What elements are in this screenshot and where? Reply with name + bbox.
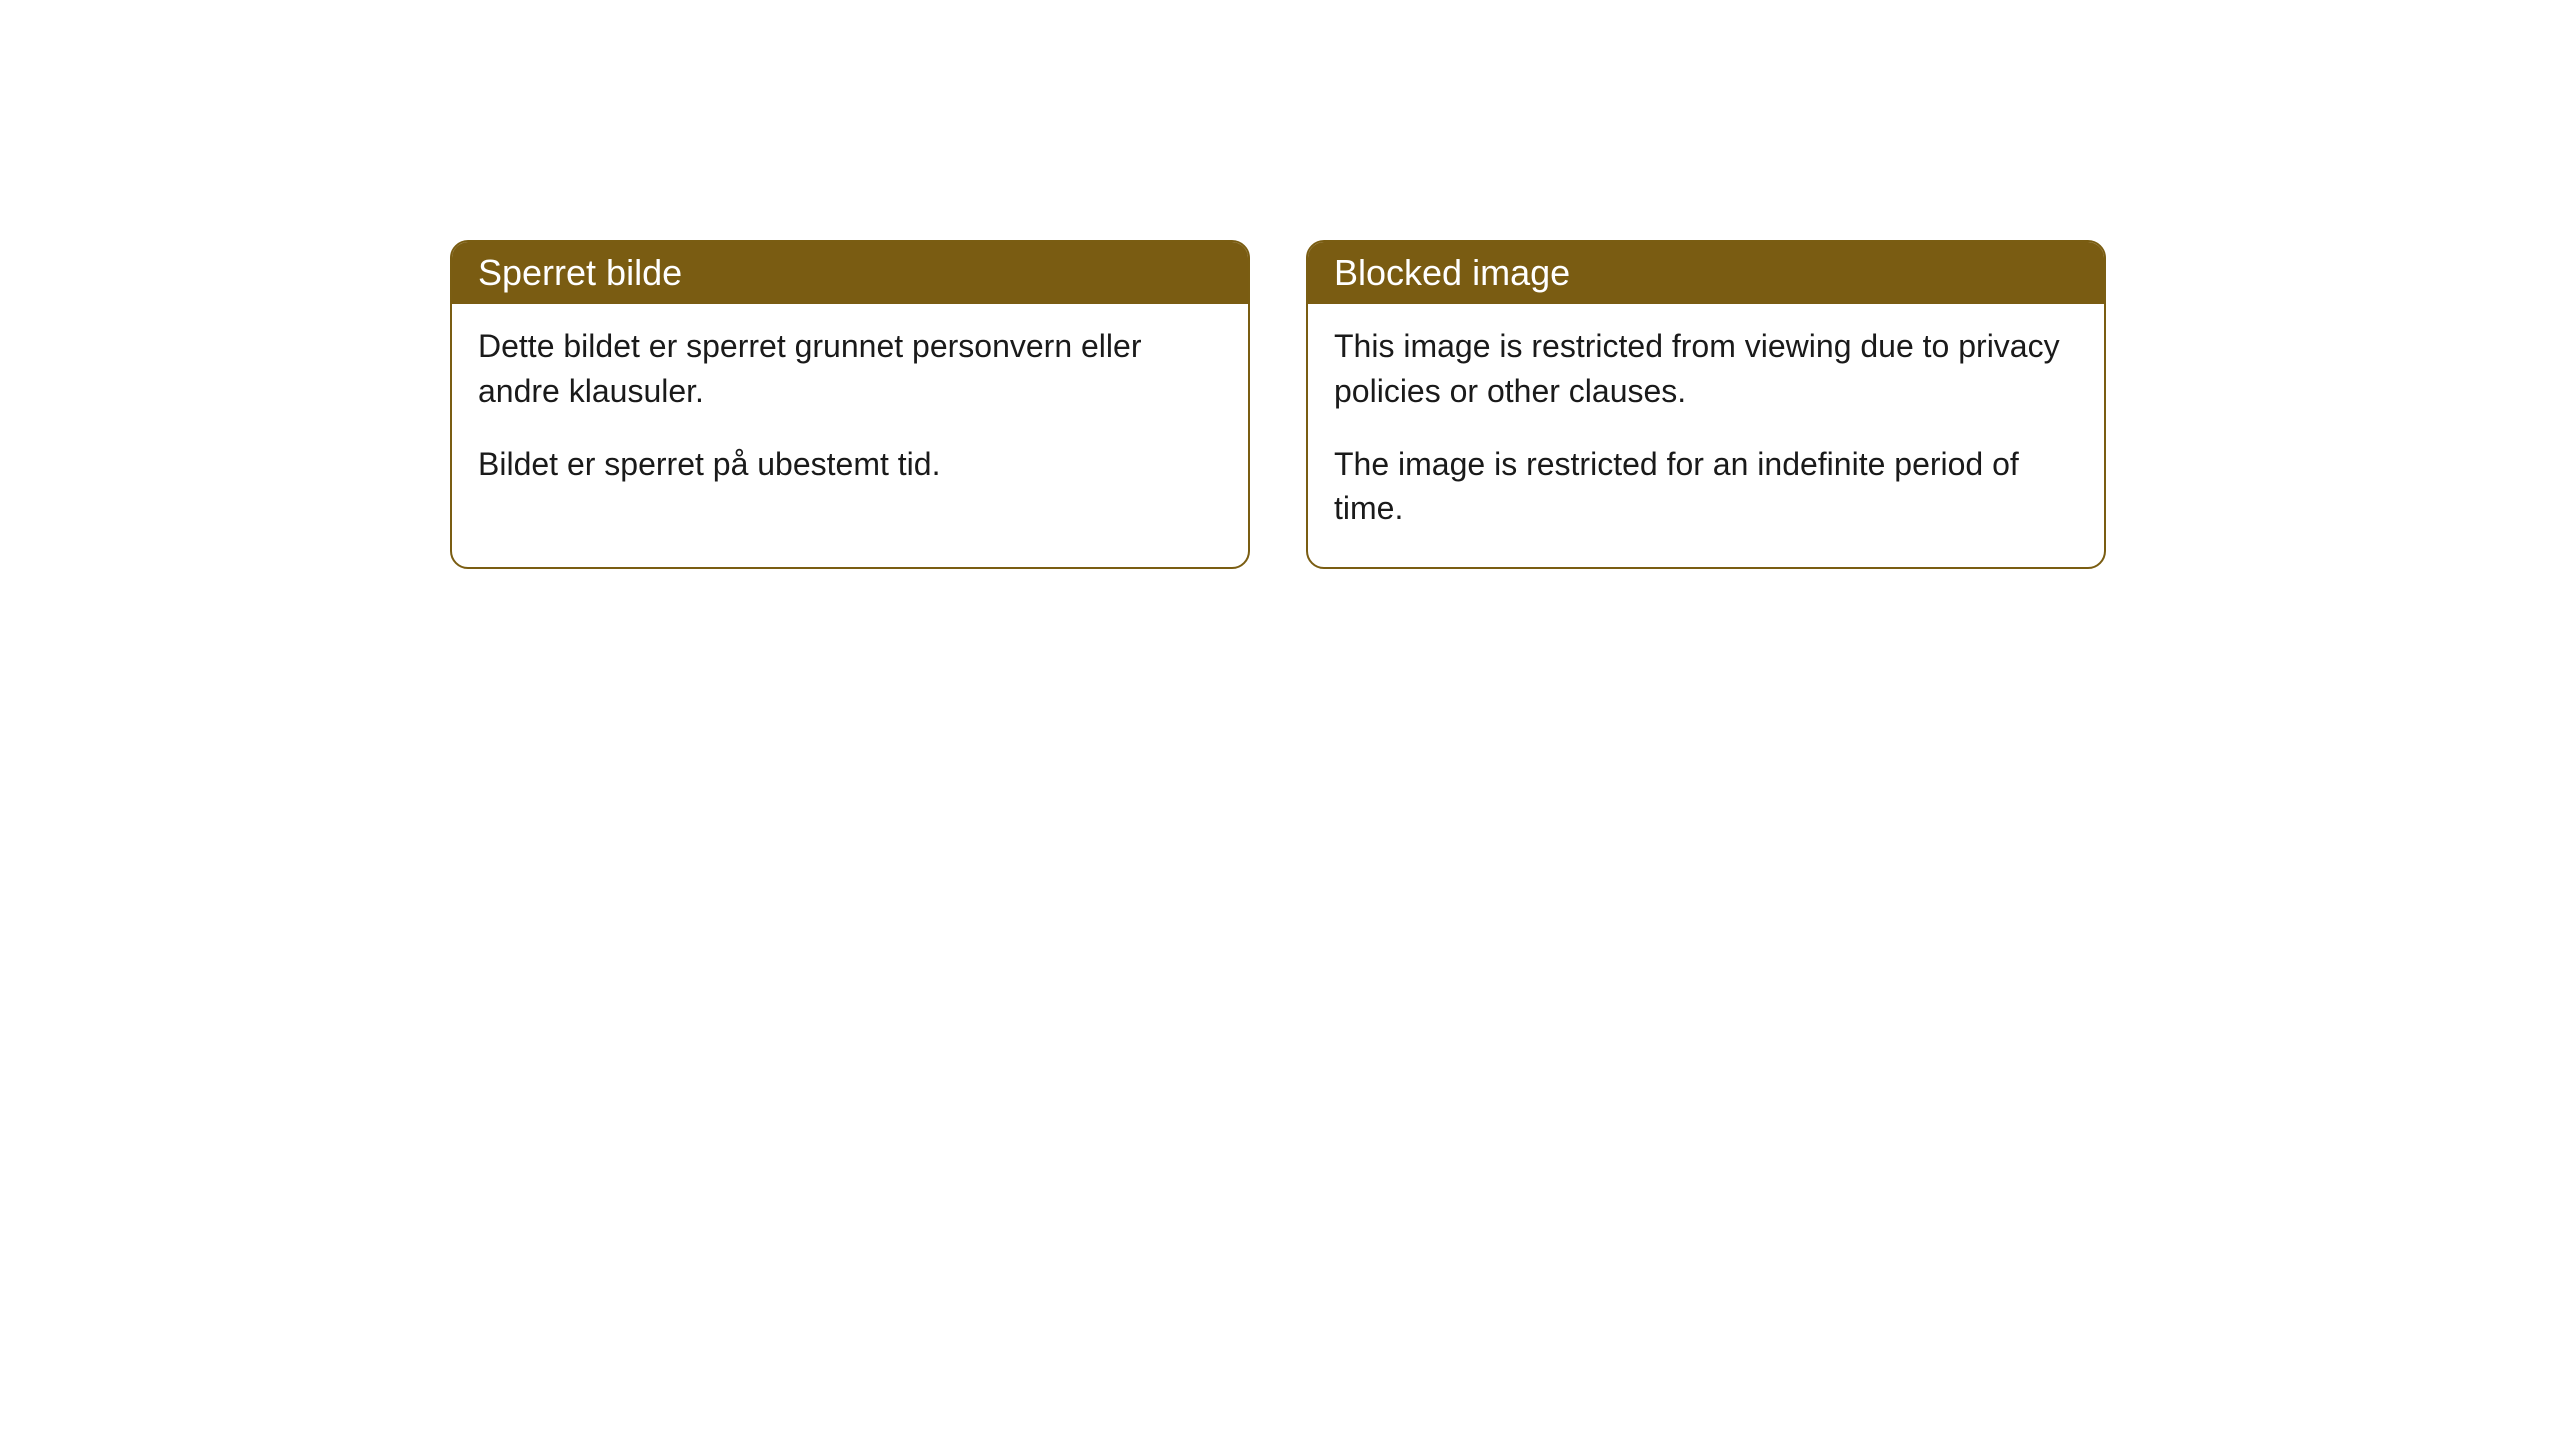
card-title: Sperret bilde [478,252,682,293]
card-header-english: Blocked image [1308,242,2104,304]
blocked-image-card-english: Blocked image This image is restricted f… [1306,240,2106,569]
card-paragraph-1: Dette bildet er sperret grunnet personve… [478,324,1222,414]
notice-cards-container: Sperret bilde Dette bildet er sperret gr… [450,240,2106,569]
card-title: Blocked image [1334,252,1570,293]
card-paragraph-1: This image is restricted from viewing du… [1334,324,2078,414]
card-header-norwegian: Sperret bilde [452,242,1248,304]
card-body-english: This image is restricted from viewing du… [1308,304,2104,567]
card-paragraph-2: The image is restricted for an indefinit… [1334,442,2078,532]
blocked-image-card-norwegian: Sperret bilde Dette bildet er sperret gr… [450,240,1250,569]
card-paragraph-2: Bildet er sperret på ubestemt tid. [478,442,1222,487]
card-body-norwegian: Dette bildet er sperret grunnet personve… [452,304,1248,522]
